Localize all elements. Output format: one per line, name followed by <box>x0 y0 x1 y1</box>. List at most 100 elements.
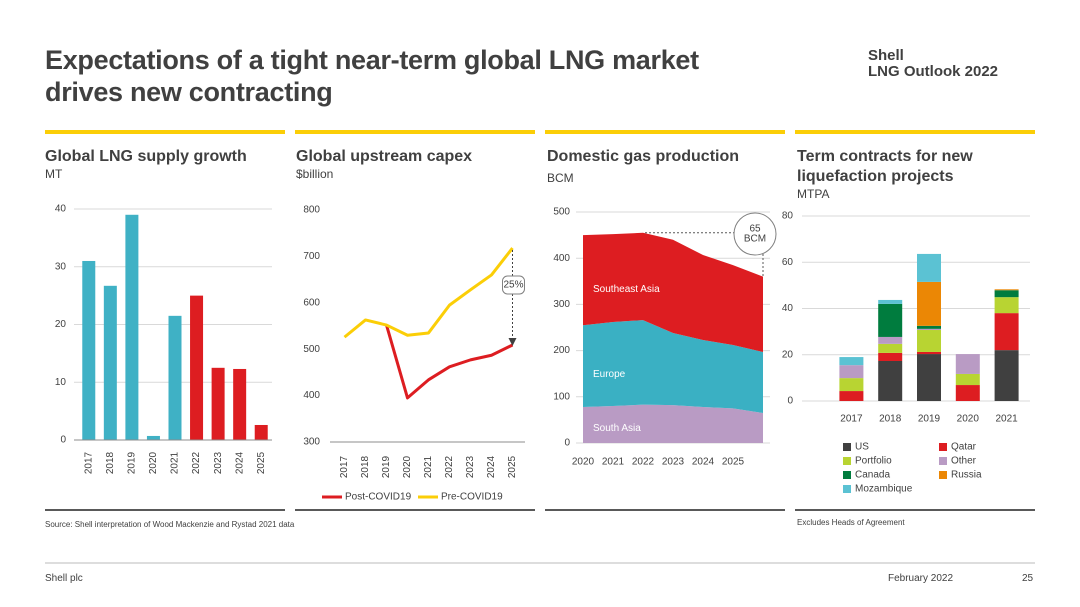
x-tick-label: 2022 <box>444 455 455 478</box>
bar-segment <box>878 299 903 304</box>
y-tick-label: 30 <box>55 261 67 272</box>
annotation-circle <box>733 212 777 256</box>
legend-swatch <box>843 457 851 465</box>
y-tick-label: 200 <box>553 345 570 356</box>
bar-segment <box>994 290 1019 298</box>
bar-segment <box>917 351 941 355</box>
y-tick-label: 300 <box>303 437 320 448</box>
x-tick-label: 2017 <box>339 455 350 478</box>
panel-bottom-rule <box>795 509 1035 511</box>
bar <box>233 368 247 440</box>
x-tick-label: 2018 <box>360 455 371 478</box>
bar <box>190 295 204 440</box>
x-tick-label: 2024 <box>692 457 715 468</box>
legend-swatch <box>843 443 851 451</box>
bar-segment <box>917 328 941 331</box>
bar-segment <box>994 297 1019 314</box>
y-tick-label: 20 <box>782 349 794 360</box>
panel-rule <box>45 130 285 134</box>
panel-header: Global upstream capex $billion <box>296 147 531 182</box>
annotation: BCM <box>744 234 766 245</box>
x-tick-label: 2018 <box>879 414 902 425</box>
legend-label: Canada <box>855 470 890 481</box>
annotation-box <box>502 275 525 295</box>
line-series <box>343 247 514 339</box>
title-line: Expectations of a tight near-term global… <box>45 45 699 75</box>
bar <box>211 367 225 440</box>
area-series <box>583 404 763 443</box>
y-tick-label: 60 <box>782 257 794 268</box>
y-tick-label: 80 <box>782 211 794 222</box>
legend-swatch <box>939 457 947 465</box>
area-label: Europe <box>593 369 626 380</box>
x-tick-label: 2019 <box>918 414 941 425</box>
chart-title: Global upstream capex <box>296 148 473 165</box>
bar-segment <box>839 378 864 392</box>
bar <box>103 285 117 440</box>
x-tick-label: 2024 <box>486 455 497 478</box>
bar-segment <box>878 336 903 344</box>
x-tick-label: 2019 <box>127 451 138 474</box>
y-tick-label: 400 <box>303 390 320 401</box>
x-tick-label: 2021 <box>602 457 625 468</box>
chart-title: Domestic gas production <box>547 148 740 165</box>
x-tick-label: 2022 <box>191 451 202 474</box>
x-tick-label: 2020 <box>402 455 413 478</box>
panel-bottom-rule <box>545 509 785 511</box>
bar-segment <box>994 350 1019 401</box>
x-tick-label: 2022 <box>632 457 655 468</box>
brand-name: Shell <box>868 47 904 64</box>
bar-segment <box>839 365 864 379</box>
y-tick-label: 40 <box>55 204 67 215</box>
chart-subtitle: MTPA <box>797 187 830 201</box>
panel-rule <box>545 130 785 134</box>
x-tick-label: 2023 <box>662 457 685 468</box>
y-tick-label: 500 <box>553 207 570 218</box>
y-tick-label: 300 <box>553 299 570 310</box>
x-tick-label: 2025 <box>722 457 745 468</box>
bar-segment <box>955 354 980 374</box>
bar-segment <box>917 281 941 326</box>
panel-header: Global LNG supply growth MT <box>45 147 280 182</box>
y-tick-label: 500 <box>303 344 320 355</box>
legend-label: Mozambique <box>855 484 913 495</box>
brand: Shell LNG Outlook 2022 <box>868 48 998 80</box>
area-label: South Asia <box>593 423 641 434</box>
chart-note: Excludes Heads of Agreement <box>797 518 905 527</box>
footer-company: Shell plc <box>45 573 83 584</box>
page-number: 25 <box>1022 573 1034 584</box>
x-tick-label: 2021 <box>170 451 181 474</box>
line-series <box>385 324 514 400</box>
legend-swatch <box>939 443 947 451</box>
bar-segment <box>917 325 941 329</box>
chart-title: Term contracts for new liquefaction proj… <box>797 148 973 185</box>
x-tick-label: 2021 <box>995 414 1018 425</box>
bar-segment <box>955 373 980 386</box>
chart-subtitle: MT <box>45 167 63 181</box>
bar <box>254 424 268 440</box>
legend-label: Russia <box>951 470 982 481</box>
y-tick-label: 20 <box>55 319 67 330</box>
slide-title: Expectations of a tight near-term global… <box>45 44 699 108</box>
legend-label: Pre-COVID19 <box>441 492 503 503</box>
bar-segment <box>878 360 903 401</box>
x-tick-label: 2019 <box>381 455 392 478</box>
bar-segment <box>955 385 980 401</box>
bar-segment <box>994 313 1019 351</box>
annotation: 25% <box>503 280 523 291</box>
area-series <box>583 320 763 413</box>
bar <box>146 435 160 440</box>
bar-segment <box>878 343 903 353</box>
x-tick-label: 2021 <box>423 455 434 478</box>
legend-label: Other <box>951 456 977 467</box>
area-label: Southeast Asia <box>593 284 660 295</box>
x-tick-label: 2020 <box>148 451 159 474</box>
legend-label: Portfolio <box>855 456 892 467</box>
x-tick-label: 2017 <box>840 414 863 425</box>
y-tick-label: 40 <box>782 303 794 314</box>
chart-subtitle: BCM <box>547 171 574 185</box>
bar <box>82 260 96 440</box>
y-tick-label: 0 <box>787 396 793 407</box>
